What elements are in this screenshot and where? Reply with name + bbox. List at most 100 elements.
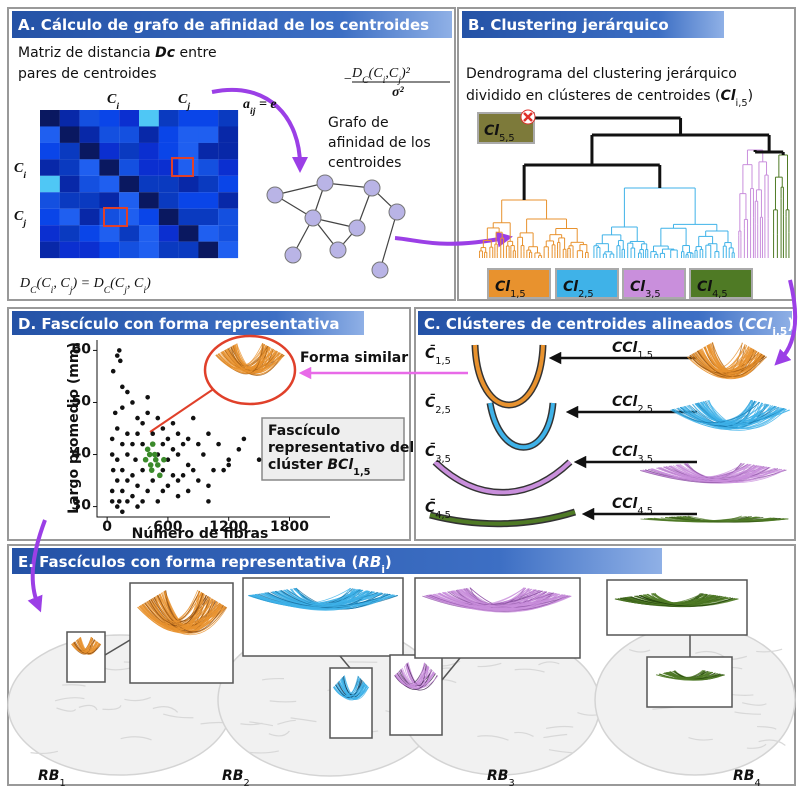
matrix-cell xyxy=(99,126,119,143)
matrix-cell xyxy=(159,242,179,259)
matrix-cell xyxy=(40,192,60,209)
dendrogram-description-part: ) xyxy=(748,88,753,104)
panel-c-title-part: ) xyxy=(787,315,794,333)
removed-cluster-label-part: Cl xyxy=(484,123,499,139)
matrix-row-label-part: i xyxy=(23,170,26,181)
data-point xyxy=(120,385,125,390)
data-point xyxy=(257,457,262,462)
matrix-cell xyxy=(119,126,139,143)
data-point xyxy=(118,359,123,364)
matrix-cell xyxy=(60,225,80,242)
selected-point xyxy=(147,452,153,458)
matrix-cell xyxy=(179,126,199,143)
matrix-description: Matriz de distancia Dc entre xyxy=(18,45,217,61)
inset-box xyxy=(67,632,105,682)
inset-box xyxy=(647,657,732,707)
y-axis-label: Largo promedio (mm) xyxy=(66,342,82,514)
bundle-label-part: RB xyxy=(733,768,754,784)
removed-cluster-label-part: 5,5 xyxy=(499,133,515,144)
matrix-cell xyxy=(179,143,199,160)
centroid-label: C̄3,5 xyxy=(425,441,451,464)
data-point xyxy=(120,468,125,473)
selected-point xyxy=(150,441,156,447)
matrix-cell xyxy=(80,176,100,193)
centroid-curve xyxy=(475,345,543,405)
matrix-cell xyxy=(139,159,159,176)
matrix-cell xyxy=(119,192,139,209)
symmetry-formula-part: , C xyxy=(127,276,144,291)
selected-point xyxy=(143,457,149,463)
selected-point xyxy=(152,452,158,458)
data-point xyxy=(140,421,145,426)
data-point xyxy=(176,431,181,436)
matrix-row-label: Ci xyxy=(14,161,26,181)
graph-node xyxy=(285,247,301,263)
callout-text: representativo del xyxy=(268,440,414,456)
centroid-label: C̄2,5 xyxy=(425,392,451,415)
data-point xyxy=(201,452,206,457)
matrix-cell xyxy=(60,192,80,209)
dendrogram-description: Dendrograma del clustering jerárquico xyxy=(466,66,737,82)
graph-node xyxy=(305,210,321,226)
graph-node xyxy=(389,204,405,220)
data-point xyxy=(113,411,118,416)
matrix-cell xyxy=(179,242,199,259)
matrix-cell xyxy=(60,176,80,193)
centroid-label-part: 2,5 xyxy=(435,405,451,416)
matrix-cell xyxy=(60,209,80,226)
selected-point xyxy=(145,447,151,453)
data-point xyxy=(125,390,130,395)
matrix-cell xyxy=(139,110,159,127)
matrix-cell xyxy=(179,192,199,209)
selected-point xyxy=(149,467,155,473)
data-point xyxy=(221,468,226,473)
panel-e-title-part: ) xyxy=(385,553,392,571)
panel-e-title-part: E. Fascículos con forma representativa ( xyxy=(18,553,358,571)
symmetry-formula-part: , C xyxy=(53,276,70,291)
cluster-legend-label-part: Cl xyxy=(563,279,578,295)
bundle-label-part: RB xyxy=(487,768,508,784)
matrix-cell xyxy=(179,225,199,242)
matrix-cell xyxy=(218,209,238,226)
cluster-legend-label-part: 4,5 xyxy=(712,289,728,300)
matrix-cell xyxy=(139,126,159,143)
matrix-cell xyxy=(80,225,100,242)
matrix-cell xyxy=(179,209,199,226)
matrix-description: pares de centroides xyxy=(18,66,157,82)
matrix-cell xyxy=(218,159,238,176)
affinity-formula-numerator-part: )² xyxy=(400,66,411,81)
matrix-cell xyxy=(198,159,218,176)
matrix-cell xyxy=(99,176,119,193)
data-point xyxy=(206,499,211,504)
dendrogram-description-part: Cl xyxy=(720,88,735,104)
callout-text-part: BCl xyxy=(327,457,353,473)
centroid-label-part: 3,5 xyxy=(435,454,451,465)
data-point xyxy=(145,395,150,400)
data-point xyxy=(176,478,181,483)
symmetry-formula-part: ) xyxy=(145,276,151,291)
data-point xyxy=(130,400,135,405)
matrix-cell xyxy=(99,242,119,259)
data-point xyxy=(145,411,150,416)
matrix-cell xyxy=(119,159,139,176)
centroid-label-part: 4,5 xyxy=(435,510,451,521)
panel-c-title-part: C. Clústeres de centroides alineados ( xyxy=(424,315,745,333)
matrix-cell xyxy=(159,176,179,193)
affinity-formula-part: a xyxy=(243,97,250,112)
matrix-cell xyxy=(80,110,100,127)
matrix-cell xyxy=(159,110,179,127)
graph-label: afinidad de los xyxy=(328,135,431,151)
panel-a-title: A. Cálculo de grafo de afinidad de los c… xyxy=(18,16,429,34)
matrix-cell xyxy=(139,242,159,259)
graph-label: Grafo de xyxy=(328,115,389,131)
graph-node xyxy=(330,242,346,258)
matrix-cell xyxy=(159,143,179,160)
panel-b-title: B. Clustering jerárquico xyxy=(468,16,669,34)
data-point xyxy=(155,499,160,504)
matrix-cell xyxy=(119,242,139,259)
data-point xyxy=(181,473,186,478)
bundle-label-part: 3 xyxy=(508,778,514,789)
matrix-cell xyxy=(139,143,159,160)
inset-box xyxy=(330,668,372,738)
data-point xyxy=(111,468,116,473)
